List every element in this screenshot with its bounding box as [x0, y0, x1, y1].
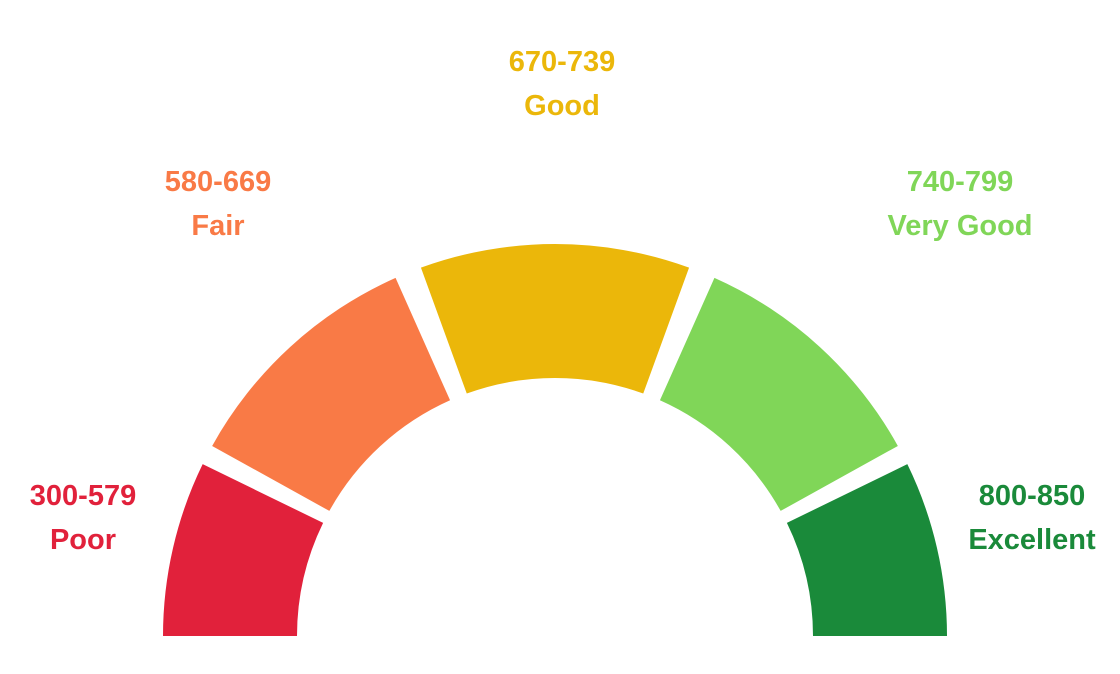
- label-poor: 300-579 Poor: [30, 474, 136, 562]
- label-excellent: 800-850 Excellent: [968, 474, 1095, 562]
- gauge-segment-excellent: [786, 464, 947, 636]
- gauge-segment-very-good: [659, 277, 898, 511]
- rating-fair: Fair: [191, 210, 245, 242]
- rating-good: Good: [524, 90, 600, 122]
- gauge-segment-poor: [163, 464, 324, 636]
- range-poor: 300-579: [29, 480, 137, 512]
- label-fair: 580-669 Fair: [165, 160, 271, 248]
- label-good: 670-739 Good: [509, 40, 615, 128]
- range-good: 670-739: [508, 46, 616, 78]
- range-fair: 580-669: [164, 166, 272, 198]
- rating-excellent: Excellent: [968, 524, 1096, 556]
- rating-very-good: Very Good: [887, 210, 1033, 242]
- rating-poor: Poor: [49, 524, 117, 556]
- range-excellent: 800-850: [978, 480, 1086, 512]
- gauge-segment-fair: [212, 277, 451, 511]
- gauge-segment-good: [420, 244, 690, 394]
- label-very-good: 740-799 Very Good: [887, 160, 1032, 248]
- range-very-good: 740-799: [906, 166, 1014, 198]
